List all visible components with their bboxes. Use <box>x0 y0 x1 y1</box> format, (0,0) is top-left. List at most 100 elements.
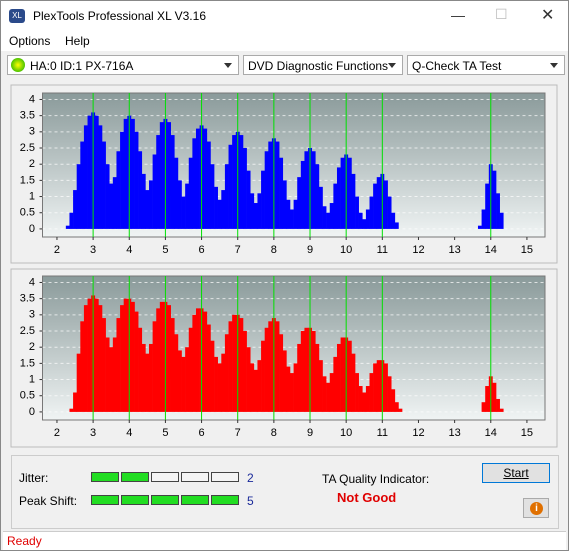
function-select[interactable]: DVD Diagnostic Functions <box>243 55 403 75</box>
bar <box>351 173 356 229</box>
y-tick-label: 0 <box>29 223 35 235</box>
bar <box>297 343 302 412</box>
drive-label: HA:0 ID:1 PX-716A <box>30 59 134 73</box>
bar <box>69 408 74 412</box>
x-tick-label: 2 <box>54 427 60 439</box>
y-tick-label: 2 <box>29 341 35 353</box>
bar <box>145 190 150 229</box>
bar <box>232 314 237 412</box>
bar <box>253 203 258 229</box>
x-tick-label: 5 <box>162 244 168 256</box>
bar <box>80 141 85 229</box>
bar <box>365 209 370 229</box>
y-tick-label: 1 <box>29 190 35 202</box>
bar <box>177 350 182 412</box>
bar <box>116 318 121 412</box>
x-tick-label: 7 <box>235 244 241 256</box>
drive-select[interactable]: HA:0 ID:1 PX-716A <box>7 55 239 75</box>
bar <box>239 318 244 412</box>
bar <box>477 225 482 229</box>
close-button[interactable]: ✕ <box>541 7 555 24</box>
bar <box>232 135 237 229</box>
x-tick-label: 14 <box>485 244 497 256</box>
bar <box>311 331 316 412</box>
bar <box>383 180 388 229</box>
bar <box>376 360 381 412</box>
bar <box>293 363 298 412</box>
x-tick-label: 14 <box>485 427 497 439</box>
bar <box>116 151 121 229</box>
test-select[interactable]: Q-Check TA Test <box>407 55 565 75</box>
x-tick-label: 11 <box>377 427 388 439</box>
start-button[interactable]: Start <box>482 463 550 483</box>
x-tick-label: 2 <box>54 244 60 256</box>
test-label: Q-Check TA Test <box>412 59 502 73</box>
bar <box>391 389 396 412</box>
bar <box>242 148 247 229</box>
y-tick-label: 2 <box>29 158 35 170</box>
bar <box>83 125 88 229</box>
bar <box>289 209 294 229</box>
minimize-button[interactable]: — <box>451 7 465 23</box>
bar <box>134 131 139 229</box>
bar <box>391 212 396 229</box>
bar <box>333 183 338 229</box>
y-tick-label: 2.5 <box>20 142 35 154</box>
bar <box>383 363 388 412</box>
bar <box>159 301 164 412</box>
x-tick-label: 5 <box>162 427 168 439</box>
bar <box>304 151 309 229</box>
bar <box>94 298 99 412</box>
bar <box>195 128 200 229</box>
x-tick-label: 3 <box>90 427 96 439</box>
meter-cell <box>181 495 209 505</box>
bar <box>105 164 110 229</box>
bar <box>192 314 197 412</box>
title-bar: XL PlexTools Professional XL V3.16 — ☐ ✕ <box>1 1 568 31</box>
bar <box>496 193 500 229</box>
bar <box>214 186 218 229</box>
bar <box>387 196 392 229</box>
bar <box>141 343 146 412</box>
bar <box>130 118 135 229</box>
meter-cell <box>211 495 239 505</box>
menu-item[interactable]: Options <box>9 34 51 48</box>
y-tick-label: 3.5 <box>20 293 35 305</box>
bar <box>94 115 99 229</box>
drive-icon <box>11 58 25 72</box>
bar <box>373 183 378 229</box>
bar <box>138 151 143 229</box>
y-tick-label: 3 <box>29 126 35 138</box>
bar <box>242 331 247 412</box>
menu-item[interactable]: Help <box>65 34 90 48</box>
app-icon: XL <box>9 9 25 23</box>
y-tick-label: 0 <box>29 406 35 418</box>
bar <box>228 321 233 412</box>
peak-shift-label: Peak Shift: <box>19 494 78 508</box>
bar <box>329 203 334 229</box>
bar <box>358 386 363 412</box>
bar <box>340 157 345 229</box>
bar <box>279 157 284 229</box>
bar <box>80 321 85 412</box>
bar <box>148 343 153 412</box>
bar <box>217 363 222 412</box>
bar <box>336 343 341 412</box>
bar <box>300 331 305 412</box>
maximize-button[interactable]: ☐ <box>495 6 508 22</box>
meter-cell <box>151 495 179 505</box>
bar <box>394 402 399 412</box>
bar <box>156 308 161 412</box>
ta-quality-label: TA Quality Indicator: <box>322 472 430 486</box>
bar <box>358 212 363 229</box>
bar <box>347 340 352 412</box>
bar <box>365 386 370 412</box>
bar <box>214 356 218 412</box>
bar <box>261 340 265 412</box>
info-button[interactable]: i <box>523 498 549 518</box>
bar <box>257 360 262 412</box>
bar <box>170 135 175 229</box>
bar <box>170 318 175 412</box>
bar <box>138 327 143 412</box>
